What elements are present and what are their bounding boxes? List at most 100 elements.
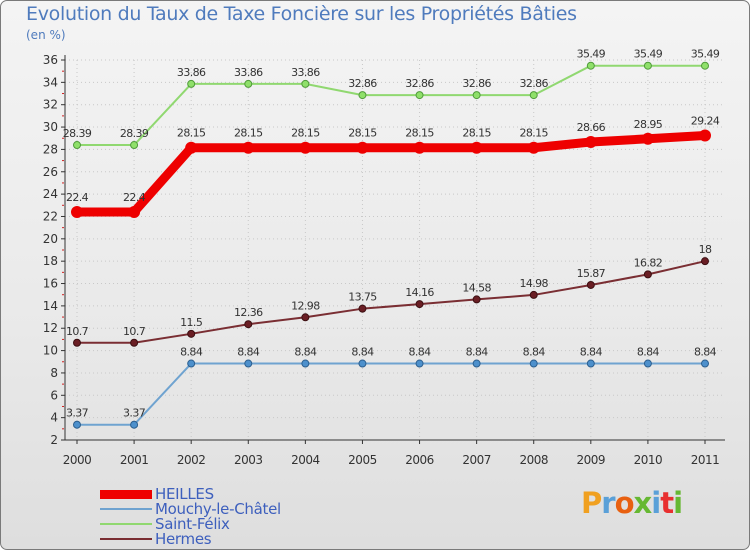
data-point-saint-f-lix bbox=[244, 79, 253, 88]
data-label-mouchy-le-ch-tel: 3.37 bbox=[123, 407, 146, 420]
legend-label-mouchy: Mouchy-le-Châtel bbox=[155, 500, 281, 518]
x-tick-label: 2008 bbox=[519, 453, 548, 467]
data-point-saint-f-lix bbox=[586, 61, 595, 70]
y-tick-label: 26 bbox=[43, 165, 58, 179]
data-point-mouchy-le-ch-tel bbox=[187, 359, 196, 368]
x-tick-label: 2005 bbox=[348, 453, 377, 467]
data-label-heilles: 28.95 bbox=[634, 118, 663, 131]
data-label-mouchy-le-ch-tel: 8.84 bbox=[237, 346, 260, 359]
y-tick-label: 30 bbox=[43, 120, 58, 134]
data-label-heilles: 28.15 bbox=[519, 127, 548, 140]
data-point-mouchy-le-ch-tel bbox=[472, 359, 481, 368]
y-axis-unit-label: (en %) bbox=[26, 28, 66, 42]
logo-letter: r bbox=[601, 486, 615, 520]
data-label-hermes: 15.87 bbox=[577, 267, 606, 280]
y-tick-label: 14 bbox=[43, 299, 58, 313]
data-label-mouchy-le-ch-tel: 8.84 bbox=[580, 346, 603, 359]
series-line-hermes bbox=[76, 260, 706, 344]
data-label-hermes: 10.7 bbox=[123, 325, 146, 338]
legend-swatch-mouchy bbox=[100, 508, 152, 510]
data-point-mouchy-le-ch-tel bbox=[358, 359, 367, 368]
y-tick-label: 16 bbox=[43, 277, 58, 291]
data-label-saint-f-lix: 35.49 bbox=[577, 48, 606, 61]
series-line-heilles bbox=[72, 131, 710, 217]
data-point-saint-f-lix bbox=[472, 91, 481, 100]
data-label-heilles: 28.15 bbox=[177, 127, 206, 140]
x-tick-label: 2002 bbox=[177, 453, 206, 467]
y-tick-label: 34 bbox=[43, 75, 58, 89]
x-tick-label: 2004 bbox=[291, 453, 320, 467]
data-label-mouchy-le-ch-tel: 8.84 bbox=[523, 346, 546, 359]
legend-swatch-saint-felix bbox=[100, 523, 152, 525]
data-label-heilles: 28.15 bbox=[462, 127, 491, 140]
data-point-heilles bbox=[128, 206, 141, 218]
data-point-heilles bbox=[584, 136, 597, 149]
data-point-hermes bbox=[358, 304, 367, 313]
y-tick-label: 18 bbox=[43, 254, 58, 268]
data-label-saint-f-lix: 32.86 bbox=[462, 77, 491, 90]
x-tick-label: 2006 bbox=[405, 453, 434, 467]
data-label-saint-f-lix: 32.86 bbox=[519, 77, 548, 90]
logo-letter: i bbox=[673, 486, 683, 520]
data-point-hermes bbox=[643, 270, 652, 279]
data-label-heilles: 28.15 bbox=[348, 127, 377, 140]
data-label-heilles: 28.66 bbox=[577, 121, 606, 134]
y-tick-label: 20 bbox=[43, 232, 58, 246]
data-point-heilles bbox=[71, 206, 83, 218]
logo-letter: i bbox=[651, 486, 661, 520]
data-point-hermes bbox=[130, 338, 139, 347]
data-label-saint-f-lix: 33.86 bbox=[234, 66, 263, 79]
data-point-saint-f-lix bbox=[643, 61, 652, 70]
x-tick-label: 2010 bbox=[634, 453, 663, 467]
y-tick-label: 24 bbox=[43, 187, 58, 201]
chart-title: Evolution du Taux de Taxe Foncière sur l… bbox=[26, 3, 577, 25]
data-label-hermes: 10.7 bbox=[66, 325, 89, 338]
data-point-hermes bbox=[301, 313, 310, 322]
y-tick-label: 8 bbox=[50, 366, 58, 380]
legend-label-heilles: HEILLES bbox=[155, 485, 214, 503]
logo-letter: t bbox=[660, 486, 674, 520]
data-label-hermes: 18 bbox=[699, 243, 712, 256]
x-tick-label: 2001 bbox=[120, 453, 149, 467]
data-label-saint-f-lix: 33.86 bbox=[177, 66, 206, 79]
data-point-hermes bbox=[529, 290, 538, 299]
data-label-mouchy-le-ch-tel: 8.84 bbox=[694, 346, 717, 359]
data-label-mouchy-le-ch-tel: 8.84 bbox=[637, 346, 660, 359]
y-tick-label: 10 bbox=[43, 344, 58, 358]
proxiti-logo: Proxiti bbox=[581, 486, 683, 520]
data-point-heilles bbox=[356, 141, 369, 154]
legend-swatch-heilles bbox=[100, 490, 152, 499]
data-label-mouchy-le-ch-tel: 8.84 bbox=[466, 346, 489, 359]
y-tick-label: 2 bbox=[50, 433, 58, 447]
data-point-hermes bbox=[701, 257, 709, 266]
data-label-heilles: 22.4 bbox=[66, 191, 89, 204]
data-label-mouchy-le-ch-tel: 8.84 bbox=[294, 346, 317, 359]
data-point-mouchy-le-ch-tel bbox=[415, 359, 424, 368]
data-point-saint-f-lix bbox=[529, 91, 538, 100]
data-point-hermes bbox=[73, 338, 81, 347]
data-label-hermes: 14.58 bbox=[462, 281, 491, 294]
data-point-heilles bbox=[699, 129, 711, 142]
data-point-heilles bbox=[641, 132, 654, 145]
data-label-hermes: 14.16 bbox=[405, 286, 434, 299]
data-label-heilles: 29.24 bbox=[691, 115, 720, 128]
data-point-heilles bbox=[299, 141, 312, 154]
data-point-mouchy-le-ch-tel bbox=[130, 420, 139, 429]
data-point-hermes bbox=[187, 329, 196, 338]
logo-letter: P bbox=[581, 486, 602, 520]
data-label-mouchy-le-ch-tel: 8.84 bbox=[408, 346, 431, 359]
data-label-hermes: 12.98 bbox=[291, 299, 320, 312]
data-label-saint-f-lix: 35.49 bbox=[691, 48, 720, 61]
data-label-saint-f-lix: 33.86 bbox=[291, 66, 320, 79]
data-point-mouchy-le-ch-tel bbox=[73, 420, 81, 429]
data-point-mouchy-le-ch-tel bbox=[244, 359, 253, 368]
data-label-saint-f-lix: 32.86 bbox=[348, 77, 377, 90]
data-point-saint-f-lix bbox=[130, 141, 139, 150]
data-point-heilles bbox=[185, 141, 198, 154]
data-point-saint-f-lix bbox=[73, 141, 81, 150]
data-point-saint-f-lix bbox=[358, 91, 367, 100]
x-tick-label: 2007 bbox=[462, 453, 491, 467]
data-label-saint-f-lix: 28.39 bbox=[63, 127, 92, 140]
data-label-saint-f-lix: 32.86 bbox=[405, 77, 434, 90]
